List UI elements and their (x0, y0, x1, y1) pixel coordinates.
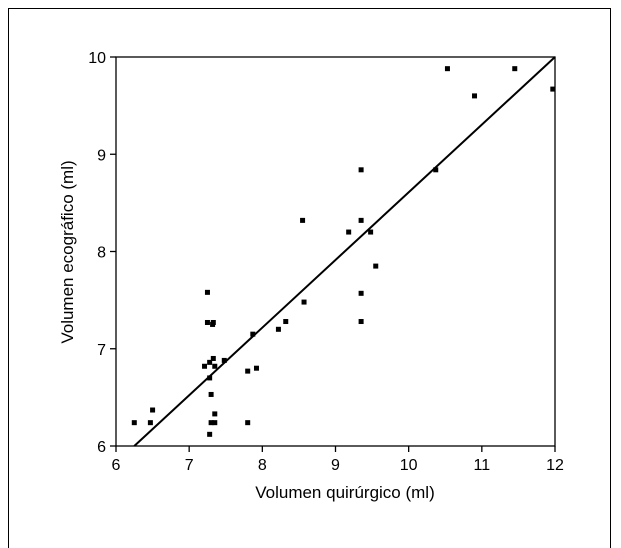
x-tick-label: 12 (546, 457, 564, 474)
x-tick-label: 11 (474, 457, 491, 474)
y-tick-label: 10 (88, 50, 106, 67)
data-point (444, 66, 450, 72)
fit-line (133, 56, 556, 447)
axes: 6 7 8 9 10 11 12 6 7 8 9 10 (88, 50, 564, 474)
data-point (212, 411, 218, 417)
data-point (358, 319, 364, 325)
data-point (210, 319, 216, 325)
data-point (283, 319, 289, 325)
data-point (207, 359, 213, 365)
data-point (358, 167, 364, 173)
data-point (300, 217, 306, 223)
data-point (150, 407, 156, 413)
data-point (207, 375, 213, 381)
data-point (253, 365, 259, 371)
data-point (212, 363, 218, 369)
data-point (208, 391, 214, 397)
data-point (212, 420, 218, 426)
data-point (245, 420, 251, 426)
data-point (275, 326, 281, 332)
data-point (202, 363, 208, 369)
data-points (131, 66, 556, 437)
data-point (358, 290, 364, 296)
x-tick-label: 10 (400, 457, 418, 474)
data-point (207, 431, 213, 437)
data-point (373, 263, 379, 269)
y-axis-title: Volumen ecográfico (ml) (58, 160, 77, 343)
y-tick-label: 6 (97, 439, 106, 456)
y-tick-label: 8 (97, 245, 106, 262)
regression-line (133, 56, 556, 447)
x-tick-label: 6 (112, 457, 121, 474)
x-axis-title: Volumen quirúrgico (ml) (255, 483, 435, 502)
y-tick-label: 9 (97, 147, 106, 164)
y-tick-label: 7 (97, 342, 106, 359)
data-point (210, 355, 216, 361)
x-tick-label: 9 (331, 457, 340, 474)
plot-border (115, 56, 556, 447)
data-point (204, 319, 210, 325)
data-point (512, 66, 518, 72)
data-point (346, 229, 352, 235)
data-point (147, 420, 153, 426)
data-point (358, 217, 364, 223)
data-point (204, 289, 210, 295)
x-tick-label: 7 (185, 457, 194, 474)
data-point (301, 299, 307, 305)
data-point (131, 420, 137, 426)
data-point (472, 93, 478, 99)
x-tick-label: 8 (258, 457, 267, 474)
data-point (550, 86, 556, 92)
data-point (368, 229, 374, 235)
data-point (433, 167, 439, 173)
data-point (245, 368, 251, 374)
data-point (221, 357, 227, 363)
figure-frame (8, 8, 611, 548)
data-point (250, 331, 256, 337)
data-point (208, 420, 214, 426)
